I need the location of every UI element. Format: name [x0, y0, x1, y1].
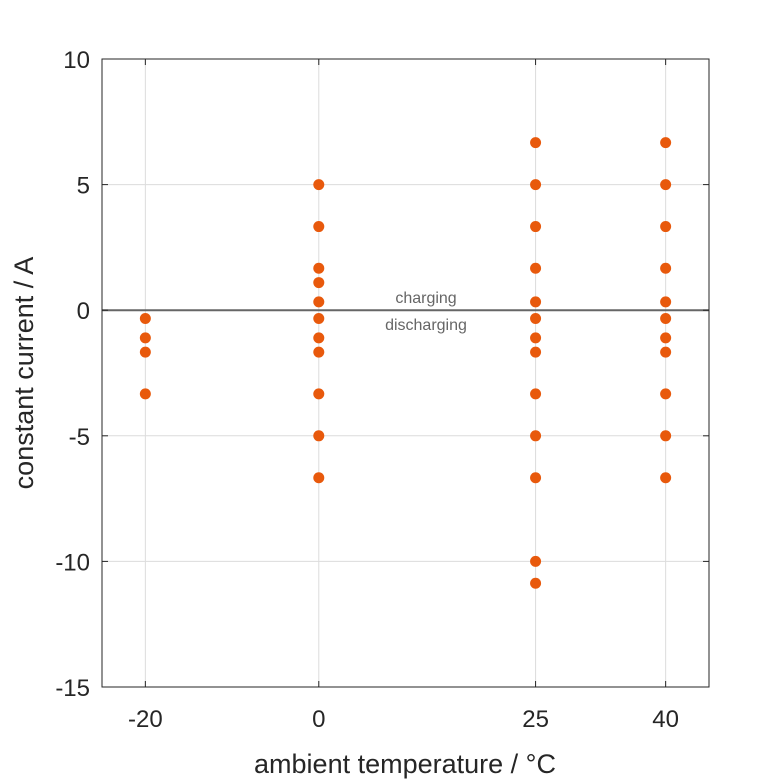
- data-points: [139, 137, 672, 589]
- y-tick-label: 10: [63, 47, 90, 74]
- data-point: [530, 577, 542, 589]
- data-point: [313, 346, 325, 358]
- data-point: [660, 472, 672, 484]
- data-point: [139, 388, 151, 400]
- grid: [102, 58, 709, 688]
- data-point: [660, 430, 672, 442]
- data-point: [530, 312, 542, 324]
- annotation-discharging: discharging: [385, 317, 467, 334]
- data-point: [530, 388, 542, 400]
- data-point: [313, 472, 325, 484]
- data-point: [530, 296, 542, 308]
- plot-frame: [101, 58, 710, 688]
- y-tick-label: 5: [77, 173, 90, 200]
- x-axis-label: ambient temperature / °C: [254, 749, 556, 779]
- x-tick-label: 0: [312, 706, 325, 733]
- y-tick-label: -5: [69, 424, 90, 451]
- y-tick-label: -10: [55, 549, 90, 576]
- data-point: [313, 296, 325, 308]
- data-point: [139, 346, 151, 358]
- data-point: [660, 296, 672, 308]
- data-point: [660, 221, 672, 233]
- x-tick-label: 25: [522, 706, 549, 733]
- y-tick-label: -15: [55, 675, 90, 702]
- data-point: [660, 346, 672, 358]
- y-axis-label: constant current / A: [9, 257, 39, 490]
- data-point: [313, 312, 325, 324]
- data-point: [660, 332, 672, 344]
- data-point: [660, 388, 672, 400]
- data-point: [530, 430, 542, 442]
- data-point: [313, 430, 325, 442]
- y-tick-labels: 10 5 0 -5 -10 -15: [55, 47, 709, 702]
- data-point: [530, 137, 542, 149]
- data-point: [530, 221, 542, 233]
- data-point: [660, 179, 672, 191]
- x-tick-label: 40: [652, 706, 679, 733]
- data-point: [139, 332, 151, 344]
- data-point: [313, 179, 325, 191]
- data-point: [313, 388, 325, 400]
- data-point: [313, 277, 325, 289]
- data-point: [313, 221, 325, 233]
- data-point: [313, 262, 325, 274]
- data-point: [139, 312, 151, 324]
- data-point: [313, 332, 325, 344]
- data-point: [530, 346, 542, 358]
- y-tick-label: 0: [77, 298, 90, 325]
- data-point: [660, 312, 672, 324]
- x-tick-label: -20: [128, 706, 163, 733]
- data-point: [530, 472, 542, 484]
- data-point: [530, 179, 542, 191]
- data-point: [530, 555, 542, 567]
- data-point: [530, 332, 542, 344]
- x-tick-labels: -20 0 25 40: [128, 59, 679, 733]
- annotation-charging: charging: [395, 290, 456, 307]
- data-point: [660, 137, 672, 149]
- data-point: [530, 262, 542, 274]
- data-point: [660, 262, 672, 274]
